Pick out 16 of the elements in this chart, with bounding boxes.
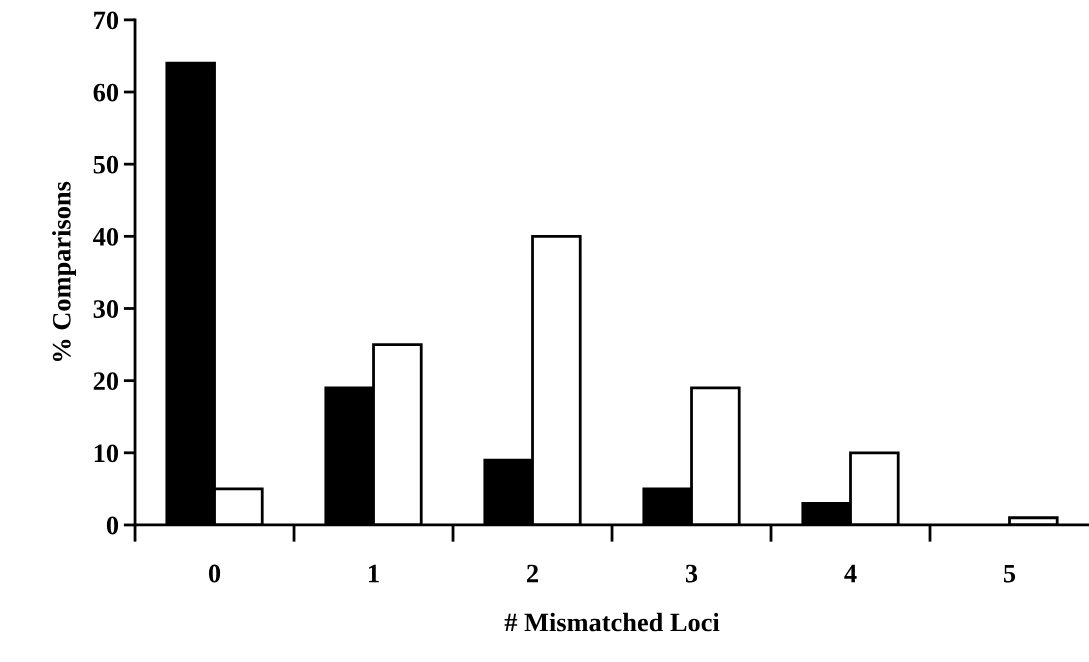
y-tick-label: 40	[93, 227, 119, 246]
y-axis-title: % Comparisons	[52, 181, 77, 361]
x-tick-label: 5	[1003, 564, 1016, 583]
y-tick-label: 0	[106, 516, 119, 535]
y-tick-label: 10	[94, 444, 119, 463]
y-tick-label: 70	[94, 11, 119, 30]
x-tick-label: 4	[844, 564, 857, 583]
x-tick-label: 3	[685, 564, 698, 583]
x-axis-title: # Mismatched Loci	[504, 612, 720, 632]
x-tick-label: 1	[369, 564, 379, 583]
y-tick-label: 30	[93, 300, 119, 318]
x-tick-label: 0	[208, 564, 221, 583]
x-tick-label: 2	[527, 564, 538, 583]
y-tick-label: 20	[93, 372, 119, 391]
y-tick-label: 50	[93, 155, 119, 174]
y-tick-label: 60	[93, 83, 119, 102]
